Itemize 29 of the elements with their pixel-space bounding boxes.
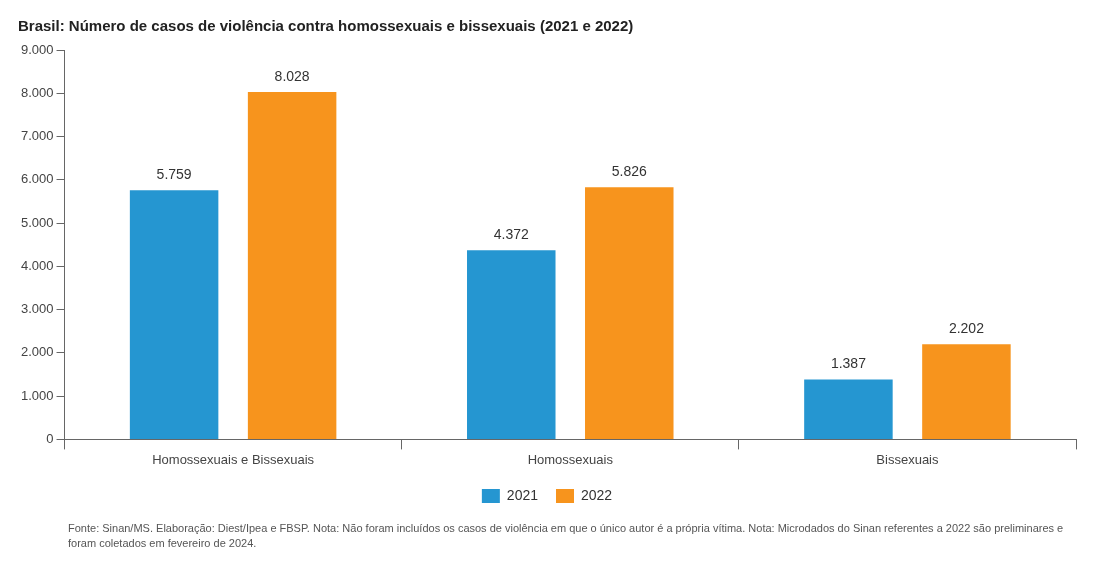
x-tick-label: Bissexuais	[876, 451, 939, 467]
legend-label: 2022	[581, 486, 613, 503]
data-label: 4.372	[493, 226, 529, 243]
y-tick-label: 6.000	[20, 171, 54, 187]
bar	[804, 379, 893, 439]
x-tick-label: Homossexuais e Bissexuais	[152, 451, 315, 467]
bar	[585, 187, 674, 439]
data-label: 2.202	[948, 319, 985, 336]
y-tick-label: 2.000	[20, 344, 54, 360]
bar	[467, 250, 556, 439]
y-tick-label: 0	[46, 430, 54, 446]
y-tick-label: 4.000	[20, 257, 54, 273]
y-tick-label: 3.000	[20, 301, 54, 317]
bar	[922, 344, 1011, 439]
data-label: 1.387	[830, 355, 867, 372]
y-tick-label: 1.000	[20, 387, 54, 403]
data-label: 5.826	[611, 163, 647, 180]
chart-title: Brasil: Número de casos de violência contra homossexuais e bissexuais (2021 e 2022)	[18, 17, 634, 35]
bar	[129, 190, 219, 439]
data-label: 8.028	[274, 67, 310, 84]
y-tick-label: 5.000	[20, 214, 54, 230]
y-tick-label: 7.000	[20, 128, 54, 144]
source-note: Fonte: Sinan/MS. Elaboração: Diest/Ipea e FBSP. Nota: Não foram incluídos os casos de violência em que o único autor é a própria vítima. Nota: Microdados do Sinan referentes a 2022 são preliminares e foram coletados em fevereiro de 2024.	[68, 521, 1065, 552]
x-tick-label: Homossexuais	[527, 451, 614, 467]
y-tick-label: 9.000	[20, 41, 54, 57]
data-label: 5.759	[156, 166, 192, 183]
y-tick-label: 8.000	[20, 84, 54, 100]
legend-label: 2021	[506, 486, 539, 503]
bar	[247, 92, 337, 439]
